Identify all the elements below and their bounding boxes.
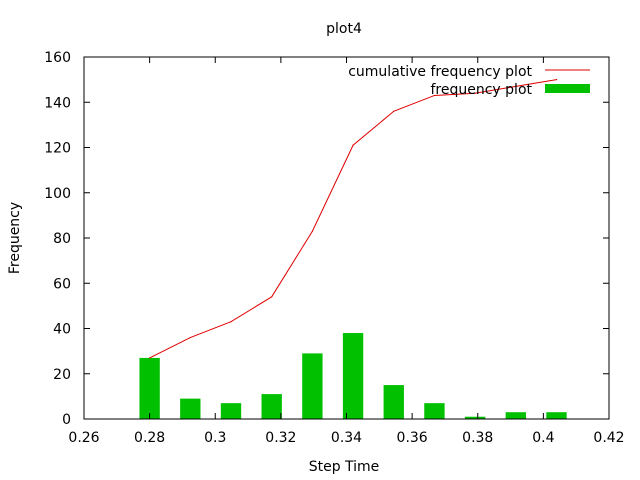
- x-tick-label-7: 0.4: [532, 430, 554, 446]
- cumulative-line: [149, 79, 557, 359]
- y-tick-label-4: 80: [53, 231, 71, 247]
- x-tick-label-5: 0.36: [397, 430, 428, 446]
- bar-2: [220, 403, 242, 419]
- y-axis: 0 20 40 60 80 100 120 140 160: [44, 50, 609, 428]
- x-tick-label-8: 0.42: [593, 430, 624, 446]
- y-tick-label-0: 0: [62, 412, 71, 428]
- bar-9: [505, 412, 526, 419]
- line-point-5: [352, 144, 354, 146]
- bar-3: [261, 394, 282, 419]
- legend: cumulative frequency plot frequency plot: [348, 64, 590, 98]
- bar-6: [383, 385, 404, 419]
- line-point-10: [555, 79, 558, 81]
- x-tick-label-0: 0.26: [68, 430, 99, 446]
- chart-title: plot4: [326, 21, 362, 37]
- legend-label-cumulative: cumulative frequency plot: [348, 64, 532, 80]
- x-tick-label-4: 0.34: [331, 430, 362, 446]
- bar-10: [546, 412, 567, 419]
- y-tick-label-8: 160: [44, 50, 71, 66]
- legend-swatch-frequency: [545, 84, 590, 93]
- bar-0: [139, 357, 160, 419]
- bar-8: [464, 416, 486, 419]
- line-point-8: [474, 92, 476, 94]
- line-point-6: [393, 110, 395, 112]
- x-tick-label-3: 0.32: [265, 430, 296, 446]
- bar-1: [180, 398, 201, 419]
- bar-5: [342, 333, 364, 419]
- x-tick-label-6: 0.38: [462, 430, 493, 446]
- bar-7: [424, 403, 445, 419]
- line-point-0: [149, 357, 151, 359]
- line-point-2: [230, 321, 232, 323]
- line-point-1: [189, 336, 191, 339]
- x-tick-label-1: 0.28: [134, 430, 165, 446]
- x-axis: 0.26 0.28 0.3 0.32 0.34 0.36 0.38 0.4 0.42: [68, 57, 625, 446]
- legend-label-frequency: frequency plot: [431, 82, 533, 98]
- y-tick-label-6: 120: [44, 141, 71, 157]
- bar-4: [302, 353, 323, 419]
- y-tick-label-7: 140: [44, 95, 71, 111]
- y-tick-label-2: 40: [53, 322, 71, 338]
- y-tick-label-5: 100: [44, 186, 71, 202]
- bar-series: [139, 333, 567, 419]
- line-point-4: [311, 230, 313, 232]
- line-point-7: [433, 94, 436, 97]
- x-tick-label-2: 0.3: [204, 430, 226, 446]
- line-point-9: [515, 85, 517, 88]
- y-tick-label-1: 20: [53, 367, 71, 383]
- line-series: [149, 79, 558, 359]
- x-axis-label: Step Time: [309, 459, 380, 475]
- y-tick-label-3: 60: [53, 276, 71, 292]
- line-point-3: [271, 296, 273, 298]
- y-axis-label: Frequency: [7, 202, 23, 274]
